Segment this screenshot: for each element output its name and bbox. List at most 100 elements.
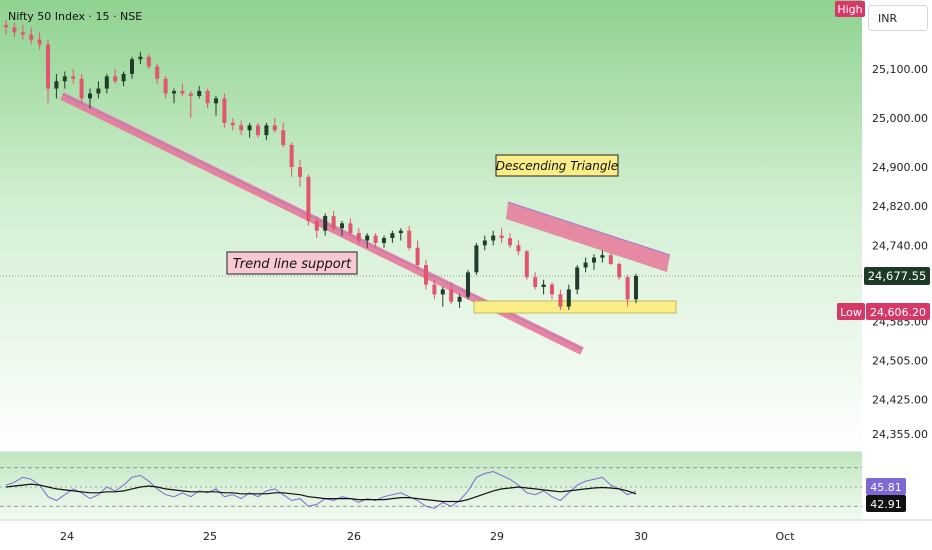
candle bbox=[214, 95, 218, 116]
candle bbox=[600, 250, 605, 263]
candle bbox=[205, 88, 210, 109]
price-tick-label: 24,820.00 bbox=[872, 200, 928, 213]
price-tick-label: 24,900.00 bbox=[872, 161, 928, 174]
candle bbox=[172, 88, 176, 104]
candle bbox=[634, 273, 638, 304]
candle bbox=[575, 264, 580, 295]
candle-body bbox=[71, 76, 76, 79]
candle-body bbox=[12, 27, 17, 33]
osc-fast-tag: 45.81 bbox=[866, 478, 906, 495]
oscillator-pane-background bbox=[0, 452, 862, 520]
candle-body bbox=[373, 235, 378, 243]
candle bbox=[592, 254, 596, 270]
candle-body bbox=[617, 263, 622, 278]
candle-body bbox=[46, 44, 50, 89]
candle bbox=[180, 83, 185, 96]
candle-body bbox=[398, 230, 403, 234]
time-tick-label: 29 bbox=[490, 530, 504, 543]
candle bbox=[533, 272, 538, 290]
candle bbox=[230, 117, 235, 131]
candle-body bbox=[415, 247, 420, 265]
candle bbox=[20, 24, 25, 40]
candle-body bbox=[121, 73, 126, 82]
candle bbox=[340, 220, 344, 236]
candle-body bbox=[20, 32, 25, 35]
annotation-text: Trend line support bbox=[233, 257, 352, 272]
candle-body bbox=[4, 24, 8, 28]
candle-body bbox=[600, 255, 605, 258]
osc-slow-tag-bg bbox=[866, 495, 906, 512]
candle bbox=[155, 64, 160, 84]
candle bbox=[121, 71, 126, 87]
candle bbox=[466, 269, 470, 300]
candle bbox=[188, 91, 193, 118]
candle-body bbox=[533, 277, 538, 288]
candle-body bbox=[449, 289, 454, 302]
candle-body bbox=[424, 264, 428, 285]
candle-body bbox=[440, 289, 445, 295]
currency-selector[interactable]: INR bbox=[868, 5, 928, 31]
annotation-box bbox=[495, 154, 619, 177]
candle-body bbox=[390, 233, 395, 239]
last-price-tag-bg bbox=[864, 267, 930, 285]
price-tick-label: 24,505.00 bbox=[872, 355, 928, 368]
low-tag: Low 24,606.20 bbox=[837, 303, 930, 320]
annotation-descending-triangle[interactable]: Descending Triangle bbox=[495, 154, 619, 177]
candle bbox=[382, 235, 386, 248]
candle-body bbox=[348, 223, 353, 234]
candle-body bbox=[239, 125, 244, 131]
candle-body bbox=[298, 166, 302, 177]
high-tag: High bbox=[835, 1, 865, 17]
candle bbox=[12, 22, 17, 38]
candle-body bbox=[29, 34, 34, 40]
candle-body bbox=[634, 275, 638, 300]
candle-body bbox=[558, 294, 563, 307]
main-pane-background bbox=[0, 0, 862, 452]
candle bbox=[516, 240, 521, 256]
candle-body bbox=[382, 238, 386, 243]
candle bbox=[96, 81, 101, 99]
candle bbox=[398, 228, 403, 241]
candle-body bbox=[524, 251, 529, 278]
candle bbox=[306, 174, 311, 226]
candle-body bbox=[188, 93, 193, 96]
candle bbox=[54, 73, 59, 99]
candle bbox=[424, 260, 428, 290]
annotation-box bbox=[226, 251, 358, 275]
candle-body bbox=[222, 98, 227, 123]
candle bbox=[331, 211, 336, 231]
candle bbox=[163, 76, 168, 99]
candle bbox=[62, 71, 67, 89]
candle-body bbox=[205, 91, 210, 104]
candle bbox=[608, 252, 613, 265]
candle bbox=[29, 27, 34, 45]
candle-body bbox=[516, 245, 521, 252]
low-tag-label-bg bbox=[837, 303, 865, 320]
candle-body bbox=[155, 66, 160, 79]
last-price-tag: 24,677.55 bbox=[864, 267, 930, 285]
candle-body bbox=[482, 240, 487, 246]
candle bbox=[440, 287, 445, 307]
candle-body bbox=[96, 88, 101, 94]
price-tick-label: 24,355.00 bbox=[872, 428, 928, 441]
candle-body bbox=[466, 272, 470, 297]
currency-label: INR bbox=[878, 12, 898, 25]
low-price-tag-bg bbox=[866, 303, 930, 320]
descending-triangle-band[interactable] bbox=[506, 202, 670, 272]
candle bbox=[407, 225, 412, 251]
price-tick-label: 24,425.00 bbox=[872, 394, 928, 407]
candle bbox=[566, 284, 571, 311]
annotation-trend-line-support[interactable]: Trend line support bbox=[226, 251, 358, 275]
candle bbox=[289, 142, 294, 177]
osc-fast-line bbox=[5, 470, 637, 509]
time-tick-label: 25 bbox=[203, 530, 217, 543]
candle-body bbox=[491, 235, 496, 241]
candle bbox=[264, 122, 269, 141]
support-zone-box[interactable] bbox=[473, 300, 677, 314]
candle-body bbox=[508, 238, 512, 246]
candle-body bbox=[230, 122, 235, 126]
candle bbox=[524, 250, 529, 280]
candle bbox=[71, 69, 76, 84]
